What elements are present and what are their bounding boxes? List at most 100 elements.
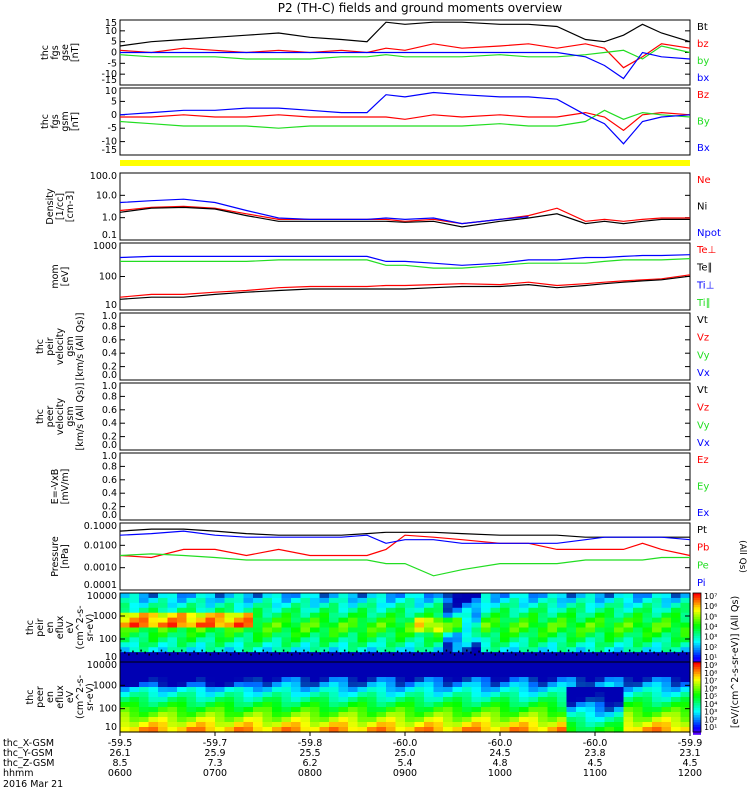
spectrogram-cell — [538, 722, 549, 728]
spectrogram-cell — [395, 692, 406, 698]
spectrogram-cell — [253, 602, 264, 609]
noise-mark — [225, 651, 228, 654]
spectrogram-cell — [291, 682, 302, 688]
spectrogram-cell — [120, 687, 131, 693]
spectrogram-cell — [509, 593, 520, 599]
y-tick-label: 1.0 — [102, 381, 117, 392]
spectrogram-cell — [642, 607, 653, 614]
spectrogram-cell — [671, 692, 682, 698]
spectrogram-cell — [661, 727, 672, 733]
noise-mark — [490, 651, 492, 654]
spectrogram-cell — [196, 593, 207, 599]
spectrogram-cell — [395, 602, 406, 609]
spectrogram-cell — [376, 652, 387, 658]
spectrogram-cell — [205, 602, 216, 609]
spectrogram-cell — [680, 602, 691, 609]
spectrogram-cell — [528, 687, 539, 693]
spectrogram-cell — [557, 622, 568, 629]
noise-mark — [551, 651, 554, 654]
spectrogram-cell — [604, 682, 615, 688]
spectrogram-cell — [405, 602, 416, 609]
spectrogram-cell — [652, 667, 663, 673]
spectrogram-cell — [585, 692, 596, 698]
spectrogram-cell — [604, 642, 615, 648]
y-tick-label: 10 — [105, 652, 117, 663]
spectrogram-cell — [158, 687, 169, 693]
spectrogram-cell — [424, 702, 435, 708]
spectrogram-cell — [661, 637, 672, 643]
x-tick-label: 1000 — [488, 768, 512, 779]
noise-mark — [685, 652, 688, 655]
spectrogram-cell — [595, 647, 606, 653]
spectrogram-cell — [642, 652, 653, 658]
spectrogram-cell — [158, 597, 169, 604]
noise-mark — [299, 652, 301, 655]
spectrogram-cell — [471, 692, 482, 698]
spectrogram-cell — [281, 617, 292, 624]
spectrogram-cell — [215, 657, 226, 663]
spectrogram-cell — [614, 702, 625, 708]
colorbar-swatch — [693, 676, 701, 680]
spectrogram-cell — [310, 612, 321, 619]
spectrogram-cell — [671, 722, 682, 728]
noise-mark — [539, 650, 541, 653]
spectrogram-cell — [547, 677, 558, 683]
spectrogram-cell — [452, 667, 463, 673]
spectrogram-cell — [338, 632, 349, 638]
spectrogram-cell — [367, 667, 378, 673]
spectrogram-cell — [547, 717, 558, 723]
spectrogram-cell — [310, 632, 321, 638]
spectrogram-cell — [281, 727, 292, 733]
spectrogram-cell — [329, 607, 340, 614]
spectrogram-cell — [509, 712, 520, 718]
spectrogram-cell — [509, 637, 520, 643]
spectrogram-cell — [614, 722, 625, 728]
spectrogram-cell — [281, 682, 292, 688]
colorbar-swatch — [693, 669, 701, 673]
spectrogram-cell — [424, 727, 435, 733]
spectrogram-cell — [395, 667, 406, 673]
spectrogram-cell — [595, 702, 606, 708]
spectrogram-cell — [528, 607, 539, 614]
spectrogram-cell — [443, 612, 454, 619]
spectrogram-cell — [538, 662, 549, 668]
spectrogram-cell — [158, 637, 169, 643]
spectrogram-cell — [120, 652, 131, 658]
spectrogram-cell — [519, 617, 530, 624]
y-tick-label: 0.2 — [102, 362, 117, 373]
noise-mark — [376, 650, 378, 653]
spectrogram-cell — [519, 637, 530, 643]
spectrogram-cell — [528, 702, 539, 708]
spectrogram-cell — [329, 682, 340, 688]
spectrogram-cell — [566, 597, 577, 604]
y-tick-label: 0 — [111, 48, 117, 59]
spectrogram-cell — [291, 607, 302, 614]
noise-mark — [266, 651, 269, 654]
y-axis-label-fgs-gse: thc fgs gse [nT] — [40, 43, 81, 62]
spectrogram-cell — [509, 662, 520, 668]
spectrogram-cell — [262, 602, 273, 609]
spectrogram-cell — [661, 632, 672, 638]
spectrogram-cell — [576, 612, 587, 619]
spectrogram-cell — [129, 593, 140, 599]
spectrogram-cell — [557, 717, 568, 723]
spectrogram-cell — [243, 632, 254, 638]
spectrogram-cell — [538, 677, 549, 683]
spectrogram-cell — [452, 627, 463, 634]
spectrogram-cell — [528, 727, 539, 733]
spectrogram-cell — [120, 657, 131, 663]
spectrogram-cell — [433, 593, 444, 599]
spectrogram-cell — [623, 632, 634, 638]
spectrogram-cell — [300, 677, 311, 683]
spectrogram-cell — [604, 717, 615, 723]
spectrogram-cell — [471, 722, 482, 728]
spectrogram-cell — [205, 627, 216, 634]
noise-mark — [523, 652, 525, 655]
spectrogram-cell — [633, 627, 644, 634]
spectrogram-cell — [614, 727, 625, 733]
spectrogram-cell — [490, 702, 501, 708]
spectrogram-cell — [253, 612, 264, 619]
spectrogram-cell — [167, 597, 178, 604]
spectrogram-cell — [395, 617, 406, 624]
spectrogram-cell — [623, 662, 634, 668]
